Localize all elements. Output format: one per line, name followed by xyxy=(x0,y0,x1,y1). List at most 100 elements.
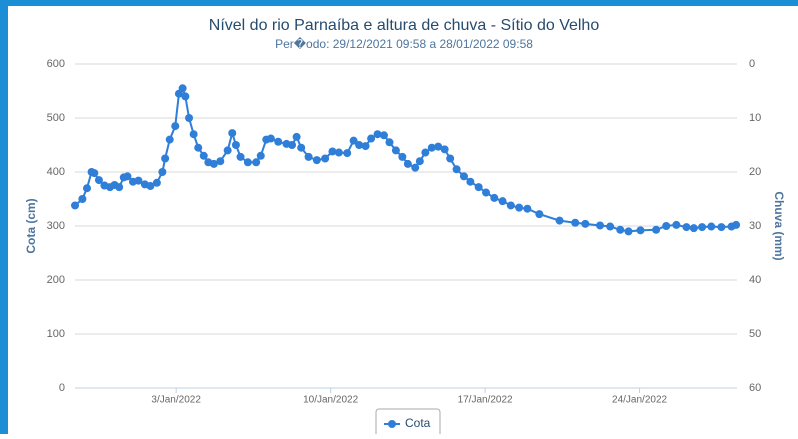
data-point xyxy=(328,147,337,156)
data-point xyxy=(71,201,80,210)
data-point xyxy=(78,195,87,203)
data-point xyxy=(199,151,208,160)
data-point xyxy=(672,220,681,229)
data-point xyxy=(292,132,301,141)
y-tick-label: 600 xyxy=(47,58,65,70)
legend-label: Cota xyxy=(405,416,431,430)
data-point xyxy=(411,163,420,172)
data-point xyxy=(373,130,382,139)
data-point xyxy=(256,151,265,160)
data-point xyxy=(304,152,313,161)
data-point xyxy=(228,129,237,138)
data-point xyxy=(355,141,364,149)
y-tick-label: 300 xyxy=(47,220,65,232)
data-point xyxy=(223,146,232,155)
data-point xyxy=(391,146,400,155)
data-point xyxy=(349,136,358,145)
data-point xyxy=(181,92,190,101)
x-tick-label: 3/Jan/2022 xyxy=(151,395,201,406)
y-tick-label: 400 xyxy=(47,166,65,178)
y2-tick-label: 50 xyxy=(749,328,761,340)
legend-box xyxy=(375,408,441,439)
data-point xyxy=(398,152,407,161)
data-point xyxy=(421,148,430,157)
y-tick-label: 100 xyxy=(47,328,65,340)
data-point xyxy=(606,222,615,231)
data-point xyxy=(288,141,297,149)
data-point xyxy=(252,158,261,167)
frame-top xyxy=(0,0,798,6)
data-point xyxy=(274,137,283,146)
data-point xyxy=(403,159,412,168)
y-tick-label: 200 xyxy=(47,274,65,286)
data-point xyxy=(652,225,661,234)
data-point xyxy=(178,84,187,93)
data-point xyxy=(90,169,99,178)
data-point xyxy=(189,130,198,139)
data-point xyxy=(361,142,370,151)
data-point xyxy=(165,135,174,144)
data-point xyxy=(379,131,388,140)
data-point xyxy=(158,168,167,176)
data-point xyxy=(446,154,455,163)
x-tick-label: 24/Jan/2022 xyxy=(612,395,667,406)
data-point xyxy=(427,143,436,152)
data-point xyxy=(82,184,91,193)
data-point xyxy=(555,216,564,225)
data-point xyxy=(717,223,726,232)
data-point xyxy=(367,134,376,143)
frame-left xyxy=(0,0,8,434)
data-point xyxy=(624,227,633,236)
data-point xyxy=(146,182,155,191)
data-point xyxy=(94,176,103,185)
data-point xyxy=(334,148,343,157)
x-tick-label: 10/Jan/2022 xyxy=(303,395,358,406)
data-point xyxy=(152,178,161,187)
data-point xyxy=(466,177,475,186)
data-point xyxy=(134,176,143,185)
data-point xyxy=(266,134,275,143)
data-point xyxy=(689,224,698,233)
y-axis-title: Cota (cm) xyxy=(24,198,38,253)
y-tick-label: 500 xyxy=(47,112,65,124)
data-point xyxy=(236,152,245,161)
data-point xyxy=(115,183,124,192)
y2-tick-label: 20 xyxy=(749,166,761,178)
data-point xyxy=(297,143,306,152)
y2-tick-label: 0 xyxy=(749,58,755,70)
data-point xyxy=(194,143,203,152)
y-tick-label: 0 xyxy=(59,382,65,394)
data-point xyxy=(732,220,741,229)
data-point xyxy=(161,154,170,163)
data-point xyxy=(535,210,544,219)
data-point xyxy=(474,183,483,192)
data-point xyxy=(321,154,330,163)
data-point xyxy=(185,114,194,122)
data-point xyxy=(243,158,252,167)
data-point xyxy=(440,145,449,154)
series-line xyxy=(74,86,737,233)
data-point xyxy=(459,172,468,181)
data-point xyxy=(682,223,691,232)
y2-axis-title: Chuva (mm) xyxy=(772,191,786,260)
chart-title: Nível do rio Parnaíba e altura de chuva … xyxy=(209,17,600,34)
y2-tick-label: 10 xyxy=(749,112,761,124)
data-point xyxy=(616,225,625,234)
data-point xyxy=(231,141,240,149)
data-point xyxy=(415,157,424,166)
data-point xyxy=(515,203,524,212)
data-point xyxy=(385,138,394,147)
data-point xyxy=(506,201,515,210)
data-point xyxy=(581,219,590,228)
data-point xyxy=(571,218,580,227)
data-point xyxy=(498,197,507,206)
data-point xyxy=(523,204,532,213)
data-point xyxy=(662,222,671,230)
data-point xyxy=(490,193,499,202)
data-point xyxy=(482,188,491,197)
x-tick-label: 17/Jan/2022 xyxy=(458,395,513,406)
data-point xyxy=(596,221,605,230)
legend-symbol xyxy=(388,420,396,428)
y2-tick-label: 60 xyxy=(749,382,761,394)
